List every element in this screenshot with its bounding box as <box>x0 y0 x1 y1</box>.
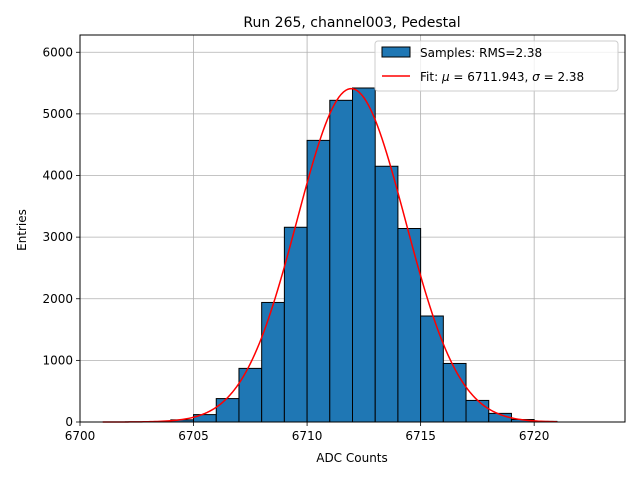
legend: Samples: RMS=2.38 Fit: μ = 6711.943, σ =… <box>374 40 619 92</box>
histogram-bar <box>397 228 422 423</box>
histogram-bar <box>261 301 285 423</box>
x-axis-ticks: 6700 6705 6710 6715 6720 <box>65 422 550 443</box>
histogram-bar <box>215 398 240 423</box>
legend-histogram-swatch <box>381 46 411 58</box>
y-tick-label: 4000 <box>42 169 73 183</box>
y-tick-label: 1000 <box>42 353 73 367</box>
histogram-bars <box>124 87 558 423</box>
legend-fit-mu-value: = 6711.943, <box>450 70 533 84</box>
histogram-bar <box>442 362 467 423</box>
y-tick-label: 5000 <box>42 107 73 121</box>
y-tick-label: 6000 <box>42 45 73 59</box>
legend-fit-mu-symbol: μ <box>441 70 450 84</box>
y-tick-label: 0 <box>65 415 73 429</box>
y-axis-label: Entries <box>15 209 29 251</box>
x-tick-label: 6705 <box>178 429 209 443</box>
x-tick-label: 6700 <box>65 429 96 443</box>
legend-box <box>374 40 619 92</box>
legend-fit-prefix: Fit: <box>420 70 442 84</box>
histogram-bar <box>238 367 263 423</box>
legend-fit-sigma-value: = 2.38 <box>540 70 584 84</box>
histogram-bar <box>306 139 331 423</box>
histogram-bar <box>329 99 353 423</box>
x-tick-label: 6720 <box>519 429 550 443</box>
legend-fit-label: Fit: μ = 6711.943, σ = 2.38 <box>420 70 584 84</box>
y-tick-label: 3000 <box>42 230 73 244</box>
x-tick-label: 6715 <box>405 429 436 443</box>
fit-curve <box>102 87 557 423</box>
histogram-bar <box>352 87 376 423</box>
histogram-bar <box>465 399 490 423</box>
legend-fit-sigma-symbol: σ <box>532 70 540 84</box>
y-axis-ticks: 0 1000 2000 3000 4000 5000 6000 <box>42 45 80 429</box>
legend-histogram-label: Samples: RMS=2.38 <box>420 46 542 60</box>
x-axis-label: ADC Counts <box>316 451 388 465</box>
chart-title: Run 265, channel003, Pedestal <box>243 15 460 31</box>
plot-frame <box>79 34 626 423</box>
y-tick-label: 2000 <box>42 292 73 306</box>
x-tick-label: 6710 <box>292 429 323 443</box>
histogram-bar <box>420 315 444 423</box>
histogram-bar <box>374 165 399 423</box>
